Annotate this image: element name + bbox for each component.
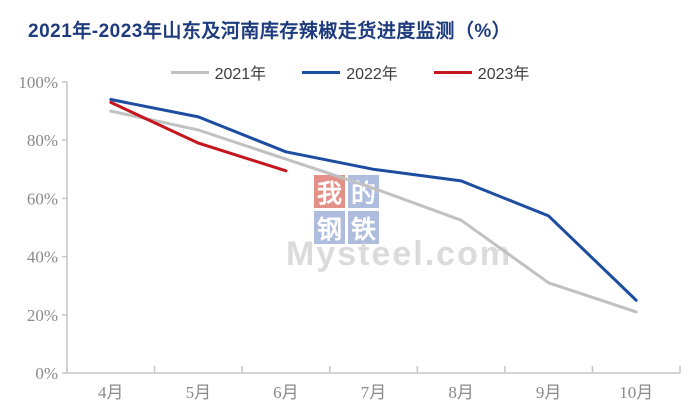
y-axis-tick-label: 100%	[18, 73, 58, 92]
chart-title: 2021年-2023年山东及河南库存辣椒走货进度监测（%）	[28, 21, 512, 42]
legend-item-2021: 2021年	[170, 60, 267, 84]
y-axis-tick-label: 80%	[27, 131, 58, 150]
legend-label-2021: 2021年	[214, 66, 267, 83]
watermark-block-wo: 我	[314, 175, 345, 208]
legend: 2021年 2022年 2023年	[0, 61, 700, 83]
legend-item-2022: 2022年	[302, 60, 398, 84]
series-line-2021	[109, 109, 638, 314]
x-axis-tick-label: 10月	[619, 383, 653, 402]
x-axis-tick-label: 4月	[98, 383, 124, 402]
y-axis-tick-label: 20%	[27, 306, 58, 325]
legend-swatch-2021	[170, 70, 209, 74]
series-line-2022	[109, 98, 638, 302]
legend-swatch-2023	[433, 70, 472, 74]
x-axis-tick-label: 5月	[186, 383, 212, 402]
x-axis-tick-label: 9月	[536, 383, 562, 402]
y-axis-tick-label: 40%	[27, 248, 58, 267]
legend-item-2023: 2023年	[433, 60, 530, 84]
series-line-2023	[109, 100, 288, 173]
watermark-mysteel-text: Mysteel.com	[286, 235, 513, 273]
y-axis-tick-label: 0%	[35, 364, 58, 383]
watermark-block-tie: 铁	[348, 211, 379, 244]
watermark-block-gang: 钢	[314, 211, 345, 244]
legend-swatch-2022	[302, 70, 341, 74]
x-axis-tick-label: 6月	[273, 383, 299, 402]
legend-label-2022: 2022年	[346, 66, 398, 83]
y-axis-tick-label: 60%	[27, 189, 58, 208]
x-axis-tick-label: 7月	[361, 383, 387, 402]
legend-label-2023: 2023年	[477, 66, 530, 83]
x-axis-tick-label: 8月	[448, 383, 474, 402]
